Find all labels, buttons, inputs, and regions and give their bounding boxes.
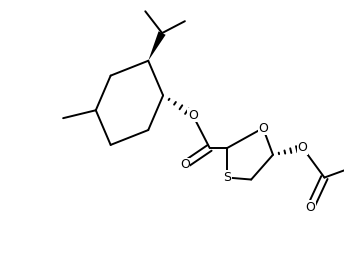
Text: O: O (298, 141, 308, 154)
Text: S: S (224, 171, 231, 184)
Polygon shape (148, 31, 166, 61)
Text: O: O (188, 109, 198, 122)
Text: O: O (258, 122, 268, 134)
Text: O: O (306, 201, 316, 214)
Text: O: O (180, 158, 190, 171)
